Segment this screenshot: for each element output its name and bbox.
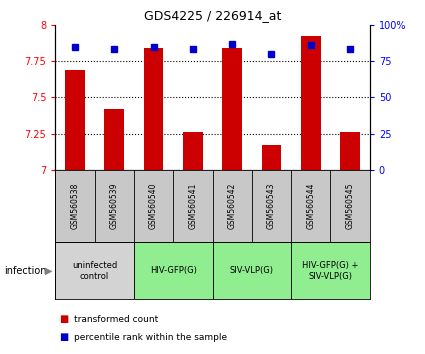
Text: GSM560543: GSM560543 (267, 183, 276, 229)
Text: SIV-VLP(G): SIV-VLP(G) (230, 266, 274, 275)
Bar (65, 70, 85, 170)
Text: GSM560544: GSM560544 (306, 183, 315, 229)
Text: GSM560545: GSM560545 (346, 183, 354, 229)
Bar (55, 242, 134, 299)
Text: GSM560538: GSM560538 (71, 183, 79, 229)
Text: GSM560539: GSM560539 (110, 183, 119, 229)
Title: GDS4225 / 226914_at: GDS4225 / 226914_at (144, 9, 281, 22)
Bar (134, 242, 212, 299)
Text: GSM560541: GSM560541 (188, 183, 197, 229)
Text: uninfected
control: uninfected control (72, 261, 117, 280)
Text: ■: ■ (60, 332, 69, 342)
Bar (144, 48, 163, 170)
Bar (262, 145, 281, 170)
Text: transformed count: transformed count (74, 315, 159, 324)
Text: GSM560540: GSM560540 (149, 183, 158, 229)
Text: HIV-GFP(G) +
SIV-VLP(G): HIV-GFP(G) + SIV-VLP(G) (302, 261, 359, 280)
Bar (301, 36, 320, 170)
Bar (212, 242, 291, 299)
Bar (183, 132, 203, 170)
Text: HIV-GFP(G): HIV-GFP(G) (150, 266, 197, 275)
Bar (340, 132, 360, 170)
Bar (105, 109, 124, 170)
Text: GSM560542: GSM560542 (228, 183, 237, 229)
Text: percentile rank within the sample: percentile rank within the sample (74, 332, 227, 342)
Text: ■: ■ (60, 314, 69, 324)
Text: ▶: ▶ (45, 266, 52, 276)
Text: infection: infection (4, 266, 47, 276)
Bar (291, 242, 370, 299)
Bar (222, 48, 242, 170)
